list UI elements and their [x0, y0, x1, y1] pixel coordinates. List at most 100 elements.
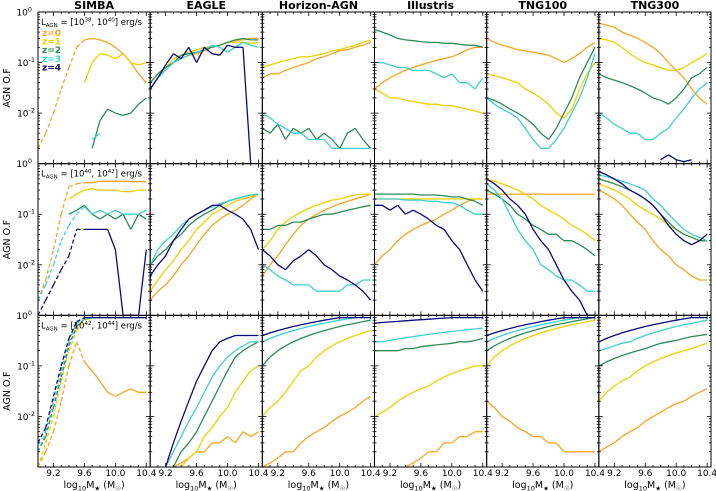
series-line-z0	[262, 41, 371, 79]
series-line-z3	[486, 183, 595, 292]
series-line-z1	[598, 37, 708, 72]
x-axis-label: log10M★ (M☉)	[624, 480, 685, 491]
x-tick-label: 10.0	[442, 469, 462, 479]
x-tick-label: 9.6	[77, 469, 92, 479]
x-tick-label: 10.0	[217, 469, 237, 479]
x-tick-label: 9.2	[158, 469, 172, 479]
series-line-z4	[150, 204, 260, 277]
series-line-z4	[262, 316, 371, 337]
column-title-illustris: Illustris	[407, 0, 454, 12]
series-line-z0	[405, 431, 483, 468]
x-tick-label: 10.4	[585, 469, 605, 479]
x-tick-label: 10.0	[666, 469, 686, 479]
x-tick-label: 9.6	[414, 469, 429, 479]
series-line-z2	[91, 97, 147, 149]
series-line-z4-dashed	[38, 317, 85, 444]
x-tick-label: 10.0	[554, 469, 574, 479]
series-line-z2	[374, 337, 483, 352]
panel-frame	[261, 11, 376, 165]
series-line-z0	[486, 400, 595, 453]
series-line-z4	[374, 316, 483, 324]
panel-eagle-row-2	[149, 314, 263, 468]
panel-frame	[598, 314, 712, 468]
panel-tng100-row-2	[486, 314, 600, 468]
series-line-z0	[262, 395, 371, 468]
panel-horizon-agn-row-0	[261, 11, 376, 165]
y-tick-label: 10-1	[17, 359, 35, 372]
panel-frame	[598, 11, 712, 165]
luminosity-bin-label: LAGN = [1042, 1044] erg/s	[41, 321, 143, 333]
series-line-z3	[374, 198, 483, 215]
series-line-z1	[83, 53, 147, 83]
legend-entry-z4: z=4	[42, 63, 61, 73]
x-tick-label: 10.0	[105, 469, 125, 479]
panel-horizon-agn-row-1	[261, 163, 376, 316]
series-line-z2	[598, 178, 708, 242]
series-line-z0	[598, 388, 708, 453]
panel-eagle-row-1	[149, 163, 263, 316]
x-tick-label: 10.4	[697, 469, 716, 479]
series-line-z0	[486, 37, 596, 64]
panel-frame	[261, 163, 376, 316]
series-line-z1	[262, 329, 371, 417]
series-line-z3	[598, 319, 708, 352]
series-line-z0-dashed	[38, 341, 86, 468]
panel-frame	[37, 314, 151, 468]
x-axis-label: log10M★ (M☉)	[512, 480, 573, 491]
series-line-z4	[262, 249, 372, 301]
x-tick-label: 9.2	[495, 469, 509, 479]
series-line-z1-dashed	[38, 319, 85, 468]
y-tick-label: 10-2	[17, 258, 35, 271]
y-axis-label: AGN O.F	[2, 68, 13, 107]
x-tick-label: 10.4	[248, 469, 268, 479]
series-line-z0	[84, 180, 147, 184]
column-title-tng100: TNG100	[518, 0, 567, 12]
legend-entry-z1: z=1	[42, 38, 61, 48]
series-line-z4	[486, 316, 595, 337]
column-title-eagle: EAGLE	[186, 0, 226, 12]
panel-frame	[486, 11, 600, 165]
series-line-z1	[262, 193, 371, 251]
series-line-z3	[165, 341, 259, 468]
panel-frame	[261, 314, 376, 468]
series-line-z1	[150, 193, 259, 292]
series-line-z4	[598, 316, 708, 343]
series-line-z4	[486, 178, 595, 316]
panel-tng100-row-0	[486, 11, 600, 165]
series-line-z0-dashed	[38, 182, 85, 301]
series-line-z1	[598, 183, 708, 242]
series-line-z3	[374, 61, 484, 90]
panel-frame	[374, 11, 488, 165]
series-line-z0	[262, 193, 371, 277]
luminosity-bin-label: LAGN = [1040, 1042] erg/s	[41, 169, 143, 181]
column-title-tng300: TNG300	[631, 0, 680, 12]
x-tick-label: 9.2	[271, 469, 285, 479]
y-tick-label: 10-1	[17, 56, 35, 69]
series-line-z1	[486, 178, 596, 242]
series-line-z4	[660, 154, 692, 163]
legend-entry-z3: z=3	[42, 55, 61, 65]
series-line-z2	[262, 204, 371, 231]
y-tick-label: 10-1	[17, 208, 35, 221]
series-line-z4-dashed	[38, 228, 85, 316]
series-line-z2-dashed	[38, 318, 85, 453]
x-tick-label: 10.4	[361, 469, 381, 479]
x-axis-label: log10M★ (M☉)	[400, 480, 461, 491]
panel-eagle-row-0	[149, 11, 263, 165]
x-tick-label: 10.4	[473, 469, 493, 479]
panel-illustris-row-1	[374, 163, 488, 316]
panel-frame	[374, 163, 488, 316]
x-tick-label: 9.2	[46, 469, 60, 479]
series-line-z4	[84, 228, 147, 316]
panel-simba-row-1	[37, 163, 151, 316]
y-tick-label: 100	[16, 157, 32, 170]
column-title-simba: SIMBA	[74, 0, 114, 12]
legend-entry-z2: z=2	[42, 46, 61, 56]
x-tick-label: 10.4	[136, 469, 156, 479]
x-tick-label: 9.6	[526, 469, 541, 479]
series-line-z2	[486, 47, 596, 141]
y-axis-label: AGN O.F	[2, 371, 13, 410]
series-line-z3	[262, 264, 371, 292]
series-line-z1	[68, 188, 147, 200]
series-line-z2	[598, 66, 708, 105]
